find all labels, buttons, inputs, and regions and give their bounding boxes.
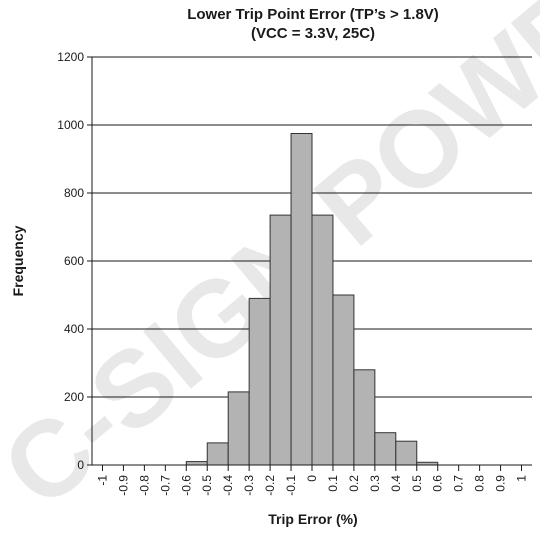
- x-tick-label: -0.4: [221, 475, 235, 496]
- y-tick-label: 200: [64, 390, 84, 404]
- y-tick-label: 0: [77, 458, 84, 472]
- histogram-bar: [185, 461, 208, 466]
- x-tick-label: -0.8: [137, 475, 151, 496]
- histogram-bar: [395, 440, 418, 466]
- chart-title-line-2: (VCC = 3.3V, 25C): [251, 25, 375, 42]
- x-tick-label: 0.1: [326, 475, 340, 492]
- x-tick-label: 0.3: [368, 475, 382, 492]
- histogram-bar: [290, 133, 313, 466]
- x-tick-label: 0: [305, 475, 319, 482]
- bars: [185, 133, 439, 466]
- x-tick-label: -0.6: [179, 475, 193, 496]
- x-tick-label: -0.9: [116, 475, 130, 496]
- y-tick-labels: 0 200 400 600 800 1000 1200: [57, 50, 84, 472]
- x-tick-label: 0.8: [473, 475, 487, 492]
- x-tick-label: -0.7: [158, 475, 172, 496]
- y-tick-label: 1000: [57, 118, 84, 132]
- x-tick-label: 0.9: [494, 475, 508, 492]
- histogram-bar: [206, 442, 229, 466]
- histogram-bar: [227, 391, 250, 466]
- histogram-bar: [248, 297, 271, 466]
- y-axis-label: Frequency: [10, 225, 26, 296]
- x-tick-label: -0.5: [200, 475, 214, 496]
- x-tick-label: -1: [95, 475, 109, 486]
- histogram-bar: [332, 294, 355, 466]
- x-tick-label: 0.7: [452, 475, 466, 492]
- x-tick-label: 0.5: [410, 475, 424, 492]
- x-tick-label: 0.2: [347, 475, 361, 492]
- histogram-bar: [353, 369, 376, 466]
- x-tick-label: 0.4: [389, 475, 403, 492]
- x-tick-label: 0.6: [431, 475, 445, 492]
- y-tick-label: 1200: [57, 50, 84, 64]
- x-tick-label: -0.1: [284, 475, 298, 496]
- y-tick-label: 600: [64, 254, 84, 268]
- axes: [87, 56, 532, 471]
- histogram-bar: [269, 214, 292, 466]
- x-tick-label: 1: [515, 475, 529, 482]
- x-tick-label: -0.3: [242, 475, 256, 496]
- x-tick-label: -0.2: [263, 475, 277, 496]
- x-tick-labels: -1 -0.9 -0.8 -0.7 -0.6 -0.5 -0.4 -0.3 -0.2 -0.1 0 0…: [95, 475, 528, 496]
- y-tick-label: 800: [64, 186, 84, 200]
- histogram-bar: [374, 432, 397, 466]
- x-axis-label: Trip Error (%): [268, 511, 357, 527]
- chart-title-line-1: Lower Trip Point Error (TP’s > 1.8V): [187, 6, 439, 23]
- histogram-bar: [311, 214, 334, 466]
- y-tick-label: 400: [64, 322, 84, 336]
